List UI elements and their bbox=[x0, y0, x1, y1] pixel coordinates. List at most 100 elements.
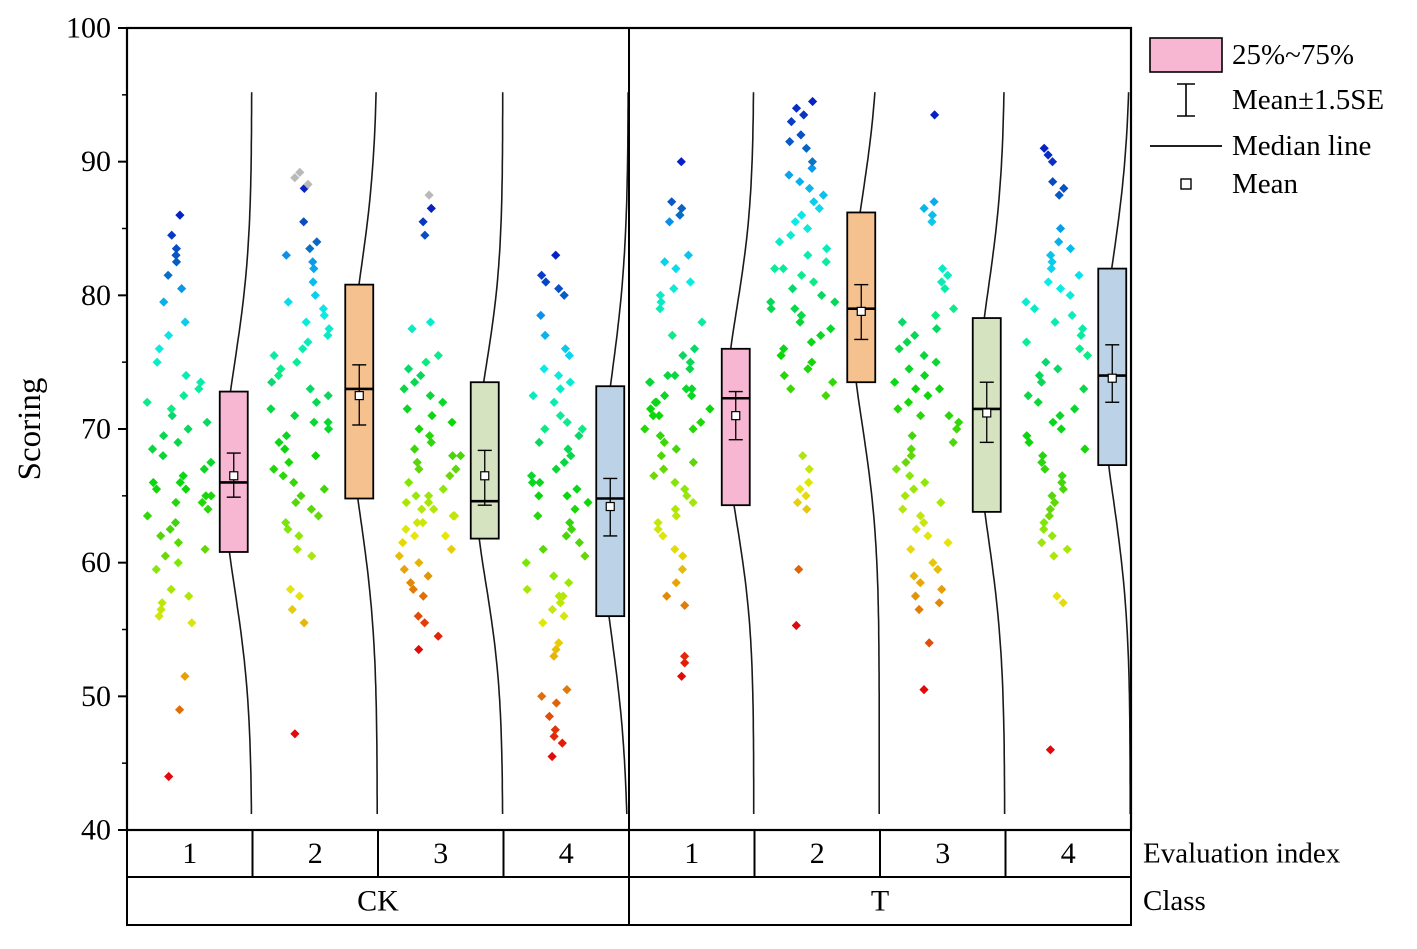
data-point bbox=[583, 497, 593, 508]
data-point bbox=[687, 391, 697, 401]
data-point bbox=[438, 484, 448, 494]
data-point bbox=[1053, 364, 1063, 374]
data-point bbox=[414, 424, 424, 434]
scatter-CK-1 bbox=[142, 210, 216, 782]
data-point bbox=[1056, 424, 1066, 434]
data-point bbox=[187, 618, 197, 628]
data-point bbox=[580, 551, 590, 561]
data-point bbox=[403, 364, 414, 374]
data-point bbox=[206, 457, 216, 467]
data-point bbox=[897, 317, 907, 327]
data-point bbox=[948, 437, 958, 447]
data-point bbox=[1043, 150, 1053, 160]
data-point bbox=[814, 203, 824, 213]
data-point bbox=[906, 444, 916, 454]
data-point bbox=[269, 350, 279, 361]
data-point bbox=[283, 297, 293, 307]
data-point bbox=[1037, 457, 1047, 467]
data-point bbox=[296, 491, 306, 501]
data-point bbox=[911, 384, 921, 394]
data-point bbox=[538, 544, 548, 554]
data-point bbox=[425, 431, 435, 441]
class-axis-title: Class bbox=[1143, 885, 1206, 917]
data-point bbox=[1057, 477, 1067, 488]
data-point bbox=[413, 611, 423, 621]
data-point bbox=[165, 524, 175, 534]
data-point bbox=[677, 564, 687, 574]
data-point bbox=[440, 531, 451, 541]
data-point bbox=[776, 350, 786, 361]
data-point bbox=[688, 497, 698, 508]
data-point bbox=[418, 217, 428, 227]
data-point bbox=[406, 578, 416, 588]
data-point bbox=[291, 497, 301, 508]
data-point bbox=[803, 364, 813, 374]
data-point bbox=[424, 190, 434, 200]
data-point bbox=[544, 711, 554, 721]
data-point bbox=[281, 250, 291, 260]
data-point bbox=[809, 277, 819, 287]
data-point bbox=[541, 277, 551, 287]
data-point bbox=[408, 584, 418, 594]
data-point bbox=[808, 96, 818, 107]
data-point bbox=[159, 431, 169, 441]
data-point bbox=[680, 600, 690, 610]
data-point bbox=[142, 397, 152, 407]
data-point bbox=[914, 604, 924, 615]
data-point bbox=[565, 518, 575, 528]
data-point bbox=[278, 471, 288, 481]
data-point bbox=[1059, 183, 1069, 193]
data-point bbox=[685, 364, 695, 374]
data-point bbox=[414, 464, 424, 474]
data-point bbox=[788, 284, 798, 294]
data-point bbox=[323, 330, 333, 340]
data-point bbox=[658, 531, 668, 541]
legend-mean-square bbox=[1180, 178, 1192, 190]
data-point bbox=[167, 411, 177, 421]
data-point bbox=[164, 771, 174, 782]
data-point bbox=[934, 384, 945, 394]
data-point bbox=[1049, 551, 1059, 561]
data-point bbox=[534, 437, 544, 447]
data-point bbox=[804, 477, 814, 488]
data-point bbox=[266, 404, 276, 414]
data-point bbox=[671, 264, 681, 274]
data-point bbox=[554, 370, 564, 381]
box-CK-1 bbox=[218, 390, 249, 553]
data-point bbox=[433, 350, 443, 361]
data-point bbox=[148, 477, 158, 488]
data-point bbox=[653, 518, 663, 528]
data-point bbox=[565, 377, 575, 387]
data-point bbox=[1058, 484, 1068, 494]
data-point bbox=[323, 424, 334, 434]
scatter-CK-4 bbox=[521, 250, 593, 762]
data-point bbox=[303, 337, 313, 347]
data-point bbox=[1058, 598, 1068, 608]
data-point bbox=[766, 304, 776, 314]
data-point bbox=[804, 183, 815, 193]
data-point bbox=[676, 157, 686, 167]
data-point bbox=[799, 110, 809, 120]
data-point bbox=[171, 244, 181, 254]
data-point bbox=[785, 137, 795, 147]
data-point bbox=[1046, 264, 1056, 274]
data-point bbox=[669, 284, 679, 294]
data-point bbox=[170, 518, 181, 528]
data-point bbox=[687, 384, 697, 394]
data-point bbox=[299, 183, 309, 193]
data-point bbox=[791, 103, 802, 113]
data-point bbox=[318, 304, 328, 314]
evaluation-index-label: 4 bbox=[1061, 837, 1076, 870]
data-point bbox=[152, 357, 162, 367]
data-point bbox=[166, 584, 176, 594]
data-point bbox=[401, 497, 411, 508]
data-point bbox=[196, 377, 206, 387]
y-tick-label: 70 bbox=[81, 413, 111, 446]
data-point bbox=[1041, 357, 1051, 367]
data-point bbox=[807, 357, 817, 367]
data-point bbox=[766, 297, 776, 307]
data-point bbox=[445, 471, 455, 481]
data-point bbox=[1048, 177, 1058, 187]
data-point bbox=[564, 578, 574, 588]
data-point bbox=[194, 384, 204, 394]
